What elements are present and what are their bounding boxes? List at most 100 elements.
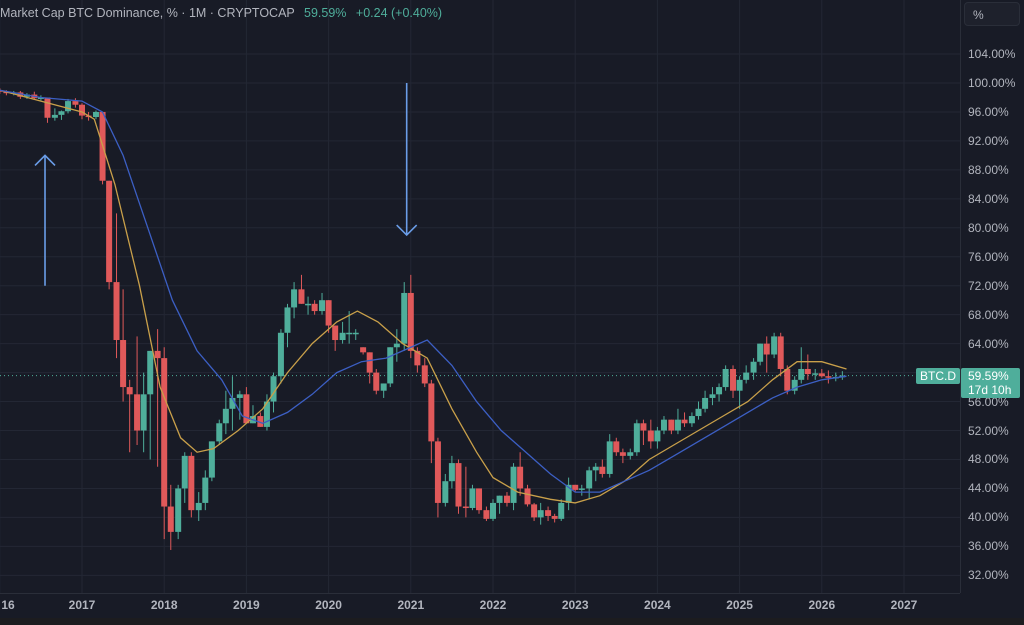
price-axis-label: 52.00% [968, 423, 1009, 438]
candle-body [660, 419, 667, 431]
candle-body [804, 368, 811, 375]
candle-body [222, 408, 229, 424]
candle-body [434, 441, 441, 503]
price-axis-label: 84.00% [968, 191, 1009, 206]
candle-body [503, 495, 510, 503]
candle-body [640, 423, 647, 431]
candle-body [270, 376, 277, 402]
candle-body [421, 365, 428, 384]
candle-body [531, 504, 538, 518]
price-change: +0.24 (+0.40%) [355, 6, 443, 20]
candle-body [818, 373, 825, 377]
candle-body [147, 350, 154, 395]
candle-body [537, 510, 544, 518]
candle-body [346, 332, 353, 335]
symbol-title[interactable]: Market Cap BTC Dominance, % · 1M · CRYPT… [0, 6, 295, 20]
candle-body [352, 332, 359, 335]
last-value: 59.59% [304, 6, 347, 20]
candle-body [565, 484, 572, 503]
candle-body [613, 441, 620, 453]
candle-body [277, 332, 284, 377]
candle-body [647, 430, 654, 442]
candle-body [366, 352, 373, 373]
candle-body [332, 325, 339, 341]
candle-body [483, 510, 490, 519]
time-axis-label: 2025 [726, 598, 753, 612]
candle-body [654, 430, 661, 442]
candle-body [167, 506, 174, 532]
moving-average-fast [0, 89, 847, 504]
candle-body [216, 423, 223, 442]
candle-body [730, 368, 737, 391]
candle-body [65, 101, 72, 112]
candle-body [688, 416, 695, 424]
price-axis-label: 32.00% [968, 568, 1009, 583]
arrow-head-icon [34, 154, 56, 166]
candle-body [462, 506, 469, 509]
candle-body [387, 347, 394, 384]
price-axis-label: 68.00% [968, 307, 1009, 322]
bottom-bar [0, 618, 1024, 625]
candle-body [619, 452, 626, 456]
candle-body [134, 394, 141, 431]
candle-body [791, 379, 798, 391]
price-axis-label: 80.00% [968, 220, 1009, 235]
candle-body [592, 466, 599, 471]
candle-body [161, 358, 168, 507]
candle-body [674, 419, 681, 431]
candle-body [407, 292, 414, 351]
price-axis-label: 44.00% [968, 481, 1009, 496]
time-axis-label: 2026 [808, 598, 836, 612]
candle-body [442, 481, 449, 503]
time-axis-label: 2022 [479, 598, 507, 612]
price-axis-label: 96.00% [968, 104, 1009, 119]
candle-body [72, 101, 79, 105]
price-axis-label: 72.00% [968, 278, 1009, 293]
candle-body [51, 114, 58, 118]
candle-body [380, 383, 387, 391]
candle-body [243, 394, 250, 424]
price-axis-label: 92.00% [968, 133, 1009, 148]
percent-scale-button[interactable]: % [964, 2, 1020, 26]
time-axis[interactable] [0, 593, 960, 619]
candle-body [236, 394, 243, 398]
candle-body [695, 408, 702, 417]
last-price-value: 59.59% [968, 369, 1009, 383]
price-axis-label: 36.00% [968, 539, 1009, 554]
time-axis-label: 2020 [315, 598, 342, 612]
candle-body [668, 419, 675, 431]
candle-body [633, 423, 640, 453]
arrow-head-icon [396, 224, 418, 237]
candle-body [17, 92, 24, 97]
price-axis-label: 56.00% [968, 394, 1009, 409]
candle-body [291, 289, 298, 308]
candle-body [284, 307, 291, 333]
candle-body [325, 300, 332, 326]
candle-body [263, 401, 270, 427]
candle-body [154, 350, 161, 359]
candle-body [44, 97, 51, 118]
price-axis[interactable] [960, 0, 1024, 593]
price-axis-label: 88.00% [968, 162, 1009, 177]
candle-body [722, 368, 729, 388]
candle-body [517, 466, 524, 489]
candle-body [490, 502, 496, 519]
time-axis-label: 16 [1, 598, 15, 612]
candle-body [79, 104, 85, 116]
candle-body [106, 180, 113, 283]
candle-body [257, 416, 264, 427]
candle-body [448, 463, 455, 482]
time-axis-label: 2021 [397, 598, 425, 612]
last-price-tag: 59.59% 17d 10h [961, 368, 1020, 398]
candle-body [716, 387, 723, 395]
candle-body [360, 347, 367, 353]
candle-body [757, 343, 764, 362]
time-axis-label: 2018 [150, 598, 178, 612]
candle-body [558, 502, 565, 519]
candle-body [401, 292, 408, 344]
candle-body [92, 111, 99, 118]
candle-body [578, 488, 585, 490]
price-axis-label: 64.00% [968, 336, 1009, 351]
